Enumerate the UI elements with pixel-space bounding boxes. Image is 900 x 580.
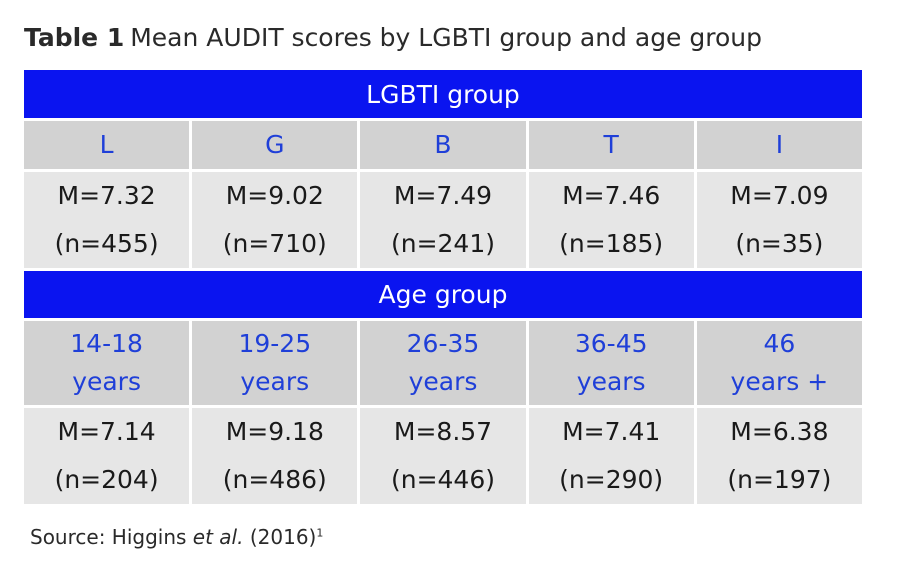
age-category-label: 14-18 years (70, 329, 143, 396)
lgbti-category-g: G (192, 121, 358, 169)
sample-size: (n=241) (390, 229, 495, 258)
lgbti-value-cell-i: M=7.09 (n=35) (696, 172, 862, 268)
source-superscript: 1 (316, 526, 324, 540)
mean-value: M=7.32 (57, 181, 156, 210)
source-citation: Source: Higgins et al. (2016)1 (30, 525, 323, 549)
mean-value: M=7.49 (393, 181, 493, 210)
mean-value: M=6.38 (730, 417, 829, 446)
lgbti-category-l: L (24, 121, 190, 169)
lgbti-category-t: T (528, 121, 694, 169)
lgbti-category-i: I (696, 121, 862, 169)
lgbti-category-b: B (360, 121, 526, 169)
age-category-label: 19-25 years (238, 329, 312, 396)
age-category-26-35: 26-35 years (360, 321, 526, 405)
audit-scores-table: LGBTI group L G B T I M=7.32 (n=455) M=9… (24, 70, 862, 504)
age-value-cell-36-45: M=7.41 (n=290) (528, 408, 694, 504)
lgbti-group-header: LGBTI group (24, 70, 862, 118)
sample-size: (n=35) (735, 229, 824, 258)
table-title: Table 1 Mean AUDIT scores by LGBTI group … (24, 22, 762, 54)
age-category-label: 36-45 years (574, 329, 648, 396)
age-category-label: 26-35 years (406, 329, 480, 396)
sample-size: (n=446) (390, 465, 495, 494)
table-number-label: Table 1 (24, 23, 125, 52)
age-category-14-18: 14-18 years (24, 321, 190, 405)
sample-size: (n=204) (54, 465, 159, 494)
sample-size: (n=710) (222, 229, 327, 258)
source-prefix: Source: Higgins (30, 525, 193, 549)
mean-value: M=7.09 (730, 181, 829, 210)
mean-value: M=7.41 (562, 417, 661, 446)
mean-value: M=8.57 (393, 417, 493, 446)
age-category-19-25: 19-25 years (192, 321, 358, 405)
age-value-cell-14-18: M=7.14 (n=204) (24, 408, 190, 504)
mean-value: M=7.14 (57, 417, 156, 446)
mean-value: M=9.18 (225, 417, 324, 446)
sample-size: (n=455) (54, 229, 159, 258)
sample-size: (n=185) (559, 229, 664, 258)
lgbti-value-cell-b: M=7.49 (n=241) (360, 172, 526, 268)
mean-value: M=7.46 (562, 181, 661, 210)
sample-size: (n=486) (222, 465, 327, 494)
age-category-label: 46 years + (730, 329, 829, 396)
lgbti-value-cell-g: M=9.02 (n=710) (192, 172, 358, 268)
age-value-cell-26-35: M=8.57 (n=446) (360, 408, 526, 504)
age-category-36-45: 36-45 years (528, 321, 694, 405)
lgbti-value-cell-l: M=7.32 (n=455) (24, 172, 190, 268)
mean-value: M=9.02 (225, 181, 324, 210)
sample-size: (n=290) (559, 465, 664, 494)
source-suffix: (2016) (243, 525, 317, 549)
age-group-header: Age group (24, 271, 862, 318)
table-caption: Mean AUDIT scores by LGBTI group and age… (130, 23, 762, 52)
age-value-cell-46-plus: M=6.38 (n=197) (696, 408, 862, 504)
sample-size: (n=197) (727, 465, 832, 494)
source-italic: et al. (192, 525, 244, 549)
lgbti-value-cell-t: M=7.46 (n=185) (528, 172, 694, 268)
age-category-46-plus: 46 years + (696, 321, 862, 405)
age-value-cell-19-25: M=9.18 (n=486) (192, 408, 358, 504)
